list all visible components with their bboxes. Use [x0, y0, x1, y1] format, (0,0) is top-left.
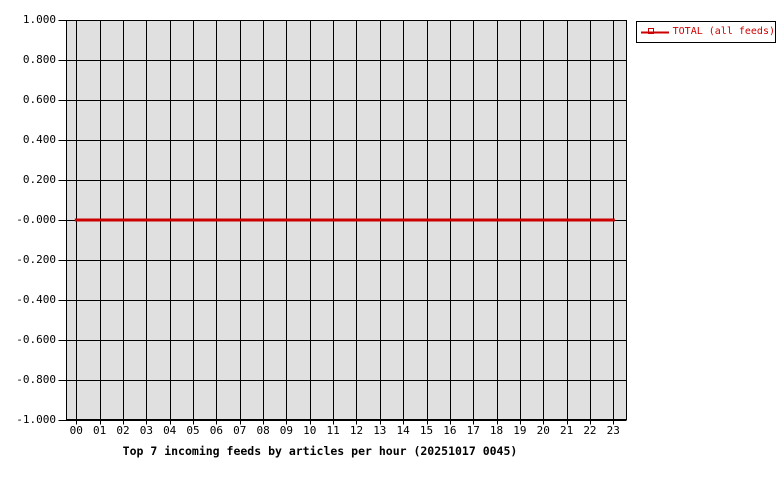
x-tick-label: 03 — [139, 424, 153, 437]
x-tick-label: 21 — [559, 424, 574, 437]
legend-entry-label: TOTAL (all feeds) — [672, 26, 775, 37]
y-tick-label: 1.000 — [22, 13, 56, 26]
x-tick-label: 08 — [256, 424, 270, 437]
x-tick-label: 10 — [303, 424, 317, 437]
x-tick-label: 22 — [583, 424, 597, 437]
x-tick-label: 04 — [163, 424, 177, 437]
legend-box: TOTAL (all feeds) — [636, 21, 776, 43]
y-tick-label: -1.000 — [16, 413, 56, 426]
x-tick-label: 13 — [373, 424, 387, 437]
y-tick-label: -0.400 — [16, 293, 56, 306]
y-tick-label: 0.600 — [22, 93, 56, 106]
y-tick-label: -0.600 — [16, 333, 56, 346]
y-tick-label: 0.200 — [22, 173, 56, 186]
x-tick-label: 23 — [606, 424, 620, 437]
y-tick-label: -0.200 — [16, 253, 56, 266]
x-tick-label: 06 — [209, 424, 223, 437]
x-tick-label: 07 — [233, 424, 247, 437]
x-tick-label: 09 — [279, 424, 294, 437]
x-tick-label: 02 — [116, 424, 130, 437]
x-tick-label: 01 — [93, 424, 107, 437]
y-tick-label: -0.800 — [16, 373, 56, 386]
x-tick-label: 16 — [443, 424, 457, 437]
x-tick-label: 15 — [419, 424, 434, 437]
legend-line-sample — [641, 28, 669, 34]
x-tick-label: 18 — [489, 424, 504, 437]
x-tick-label: 05 — [186, 424, 200, 437]
y-tick-label: 0.400 — [22, 133, 56, 146]
x-tick-label: 00 — [69, 424, 83, 437]
grid-lines — [58, 20, 627, 425]
y-tick-label: -0.000 — [16, 213, 56, 226]
x-tick-label: 19 — [513, 424, 527, 437]
legend-square-marker-icon — [648, 28, 654, 34]
x-tick-label: 14 — [396, 424, 410, 437]
plot-border — [66, 20, 627, 420]
x-tick-label: 20 — [536, 424, 550, 437]
chart-title: Top 7 incoming feeds by articles per hou… — [122, 444, 518, 458]
x-tick-label: 17 — [466, 424, 480, 437]
x-tick-label: 11 — [326, 424, 340, 437]
x-tick-label: 12 — [349, 424, 364, 437]
y-tick-label: 0.800 — [22, 53, 56, 66]
